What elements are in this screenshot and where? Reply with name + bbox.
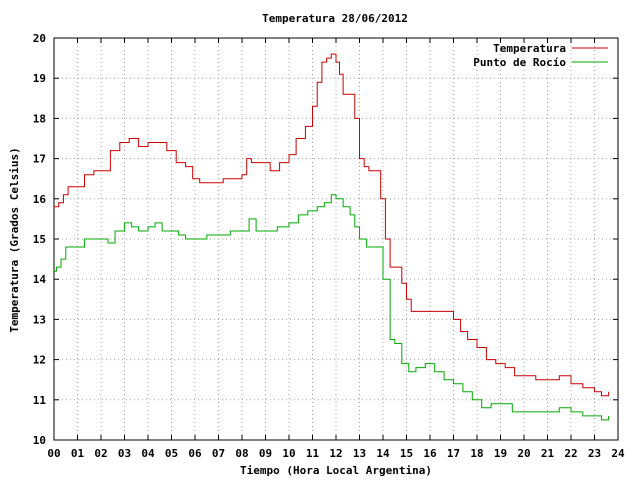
y-tick-label: 17 [33, 153, 46, 166]
x-tick-label: 17 [447, 447, 460, 460]
series-line-temperatura [54, 53, 610, 397]
grid [54, 38, 618, 440]
series-group [54, 53, 610, 421]
y-tick-label: 10 [33, 434, 46, 447]
x-tick-label: 02 [94, 447, 107, 460]
y-axis-ticks: 10 11 12 13 14 15 16 17 18 19 20 [33, 32, 618, 447]
x-axis-ticks: 00 01 02 03 04 05 06 07 08 09 10 11 12 13 14 15 16 17 18 19… [47, 38, 625, 460]
series-line-punto-de-roc-o [54, 194, 610, 421]
x-tick-label: 15 [400, 447, 413, 460]
x-tick-label: 21 [541, 447, 555, 460]
y-tick-label: 12 [33, 354, 46, 367]
x-tick-label: 22 [564, 447, 577, 460]
y-tick-label: 20 [33, 32, 46, 45]
x-tick-label: 09 [259, 447, 272, 460]
x-tick-label: 16 [423, 447, 437, 460]
y-tick-label: 13 [33, 313, 46, 326]
y-tick-label: 18 [33, 112, 46, 125]
x-tick-label: 10 [282, 447, 295, 460]
x-tick-label: 06 [188, 447, 202, 460]
x-tick-label: 03 [118, 447, 131, 460]
x-tick-label: 00 [47, 447, 60, 460]
x-tick-label: 08 [235, 447, 248, 460]
y-tick-label: 15 [33, 233, 46, 246]
x-tick-label: 04 [141, 447, 155, 460]
x-tick-label: 13 [353, 447, 366, 460]
x-tick-label: 11 [306, 447, 320, 460]
legend-label: Temperatura [493, 42, 566, 55]
x-tick-label: 24 [611, 447, 625, 460]
x-axis-label: Tiempo (Hora Local Argentina) [240, 464, 432, 477]
x-tick-label: 23 [588, 447, 601, 460]
x-tick-label: 20 [517, 447, 530, 460]
x-tick-label: 14 [376, 447, 390, 460]
x-tick-label: 07 [212, 447, 225, 460]
x-tick-label: 12 [329, 447, 342, 460]
x-tick-label: 05 [165, 447, 178, 460]
y-tick-label: 11 [33, 394, 47, 407]
legend-label: Punto de Rocío [473, 56, 566, 69]
x-tick-label: 18 [470, 447, 483, 460]
chart-title: Temperatura 28/06/2012 [262, 12, 408, 25]
y-tick-label: 14 [33, 273, 47, 286]
x-tick-label: 01 [71, 447, 85, 460]
x-tick-label: 19 [494, 447, 507, 460]
y-axis-label: Temperatura (Grados Celsius) [8, 147, 21, 332]
y-tick-label: 16 [33, 193, 47, 206]
y-tick-label: 19 [33, 72, 46, 85]
